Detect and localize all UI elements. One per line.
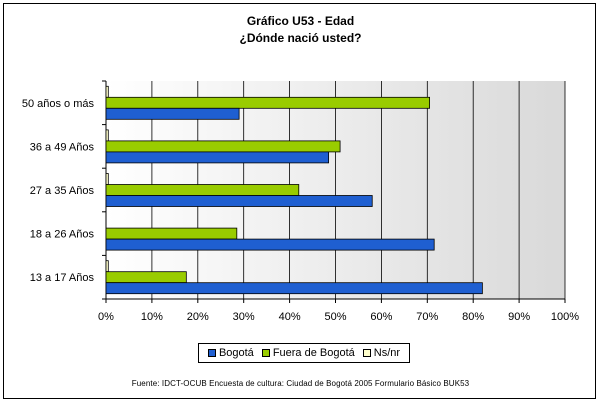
x-tick-label: 10%	[141, 311, 163, 323]
legend-label-fuera-de-bogota: Fuera de Bogotá	[272, 347, 355, 359]
source-note: Fuente: IDCT-OCUB Encuesta de cultura: C…	[131, 379, 470, 388]
legend-item-bogota: Bogotá	[207, 347, 254, 359]
legend-swatch-fuera-de-bogota	[261, 349, 270, 357]
legend-swatch-bogota	[207, 349, 216, 357]
legend-label-bogota: Bogotá	[218, 347, 254, 359]
x-tick-label: 40%	[279, 311, 301, 323]
y-category-label: 50 años o más	[22, 98, 95, 110]
y-category-label: 36 a 49 Años	[30, 141, 95, 153]
legend-label-ns-nr: Ns/nr	[373, 347, 401, 359]
chart-title: Gráfico U53 - Edad	[246, 14, 355, 28]
bar-bogot-	[105, 238, 435, 251]
bar-bogot-	[105, 107, 240, 120]
bar-fuera-de-bogot-	[105, 271, 187, 284]
chart-subtitle: ¿Dónde nació usted?	[239, 31, 362, 45]
x-tick-label: 90%	[508, 311, 530, 323]
x-tick-label: 0%	[98, 311, 114, 323]
y-category-label: 13 a 17 Años	[30, 272, 95, 284]
x-tick-label: 50%	[324, 311, 346, 323]
bar-bogot-	[105, 151, 330, 164]
chart-legend: Bogotá Fuera de Bogotá Ns/nr	[198, 343, 410, 363]
bar-bogot-	[105, 195, 373, 207]
y-category-label: 27 a 35 Años	[30, 185, 95, 197]
x-tick-label: 20%	[187, 311, 209, 323]
bar-fuera-de-bogot-	[105, 227, 238, 240]
bar-fuera-de-bogot-	[105, 184, 300, 196]
bar-ns-nr	[105, 260, 109, 273]
legend-swatch-ns-nr	[362, 349, 371, 357]
x-tick-label: 100%	[551, 311, 579, 323]
bar-ns-nr	[105, 129, 109, 142]
x-tick-label: 70%	[416, 311, 438, 323]
legend-item-ns-nr: Ns/nr	[362, 347, 401, 359]
x-tick-label: 30%	[233, 311, 255, 323]
bar-ns-nr	[105, 173, 109, 185]
bar-fuera-de-bogot-	[105, 140, 341, 153]
x-tick-label: 80%	[462, 311, 484, 323]
y-category-label: 18 a 26 Años	[30, 229, 95, 241]
bar-bogot-	[105, 282, 483, 295]
bar-ns-nr	[105, 85, 109, 98]
bar-fuera-de-bogot-	[105, 96, 430, 109]
x-tick-label: 60%	[370, 311, 392, 323]
legend-item-fuera-de-bogota: Fuera de Bogotá	[261, 347, 355, 359]
